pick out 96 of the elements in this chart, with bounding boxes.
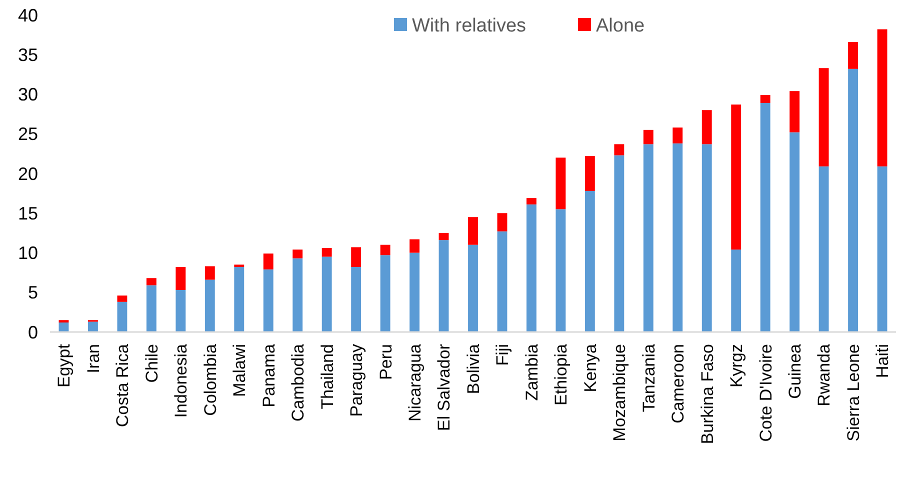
bar [643, 144, 654, 332]
x-tick-label: Cameroon [668, 344, 688, 424]
bar [380, 244, 390, 256]
bar [818, 166, 829, 332]
x-tick-label: Tanzania [639, 343, 658, 412]
x-tick-label: Guinea [786, 343, 805, 399]
y-tick-label: 10 [18, 243, 38, 264]
bar [584, 190, 595, 332]
bar [731, 250, 742, 332]
bar [88, 322, 98, 332]
x-tick-label: Nicaragua [405, 343, 424, 422]
x-tick-label: Chile [142, 344, 162, 383]
bar [672, 128, 683, 144]
y-tick-label: 0 [28, 322, 38, 342]
bar [146, 285, 156, 332]
bar [351, 247, 362, 268]
bar [877, 29, 888, 166]
x-tick-label: Indonesia [172, 343, 191, 418]
bar [643, 130, 654, 144]
bar [672, 143, 683, 332]
x-tick-label: Zambia [522, 343, 542, 401]
bar [351, 267, 362, 332]
y-tick-label: 35 [18, 44, 38, 65]
x-tick-label: Peru [376, 344, 396, 380]
x-tick-label: Egypt [54, 344, 74, 388]
bar [584, 156, 595, 191]
x-tick-label: Mozambique [610, 344, 630, 442]
bar [790, 132, 800, 332]
bar [497, 231, 508, 332]
bar [702, 144, 712, 332]
x-tick-label: Cote D'Ivoire [756, 344, 776, 442]
x-tick-label: Burkina Faso [698, 344, 717, 444]
bar [263, 269, 274, 332]
legend-label: With relatives [412, 16, 526, 37]
bar [176, 290, 186, 332]
y-tick-label: 20 [18, 164, 38, 184]
x-tick-label: Rwanda [814, 343, 834, 406]
bar [818, 68, 829, 166]
bar [848, 68, 858, 332]
bar [234, 267, 244, 332]
bar [468, 244, 478, 332]
x-tick-label: Colombia [200, 343, 220, 416]
y-tick-label: 40 [18, 5, 38, 26]
x-tick-label: Kenya [580, 343, 600, 392]
bar [58, 322, 69, 332]
x-tick-label: El Salvador [434, 344, 454, 431]
bar [497, 213, 508, 232]
y-tick-label: 25 [18, 124, 38, 144]
bar [526, 198, 536, 204]
bar [322, 248, 332, 257]
bar [614, 155, 624, 332]
bar [848, 42, 858, 69]
x-tick-label: Paraguay [347, 344, 366, 417]
bar [146, 278, 156, 286]
bar [117, 302, 128, 332]
bar [292, 258, 303, 332]
bar [438, 232, 449, 240]
y-tick-label: 5 [28, 282, 38, 303]
bar [877, 166, 888, 332]
bar [292, 250, 303, 258]
bar [410, 252, 420, 332]
bar [760, 102, 770, 332]
bar [117, 296, 128, 302]
bar [263, 254, 274, 270]
legend-label: Alone [596, 16, 645, 37]
bar [410, 239, 420, 253]
x-tick-label: Panama [259, 343, 278, 408]
x-tick-label: Bolivia [464, 343, 483, 394]
y-tick-label: 30 [18, 84, 38, 105]
x-tick-label: Malawi [230, 344, 250, 397]
bar [468, 217, 478, 245]
x-tick-label: Thailand [318, 344, 337, 410]
bar [760, 95, 770, 103]
bar [380, 255, 390, 332]
x-tick-label: Haiti [873, 344, 892, 378]
bar [556, 209, 566, 332]
bar [526, 204, 536, 332]
bar [731, 104, 742, 250]
bar [204, 280, 215, 332]
bar [438, 240, 449, 332]
y-tick-label: 15 [18, 203, 38, 224]
x-tick-label: Kyrgz [727, 344, 746, 388]
bar [176, 267, 186, 290]
bar [614, 144, 624, 156]
bar [556, 158, 566, 210]
x-tick-label: Iran [84, 344, 103, 374]
bar [790, 91, 800, 132]
x-tick-label: Cambodia [288, 343, 308, 422]
bar [322, 256, 332, 332]
x-tick-label: Costa Rica [113, 343, 132, 428]
bar [234, 264, 244, 268]
x-tick-label: Fiji [493, 344, 512, 366]
x-tick-label: Sierra Leone [844, 344, 863, 442]
x-tick-label: Ethiopia [552, 343, 571, 406]
bar [702, 110, 712, 144]
bar [204, 266, 215, 280]
